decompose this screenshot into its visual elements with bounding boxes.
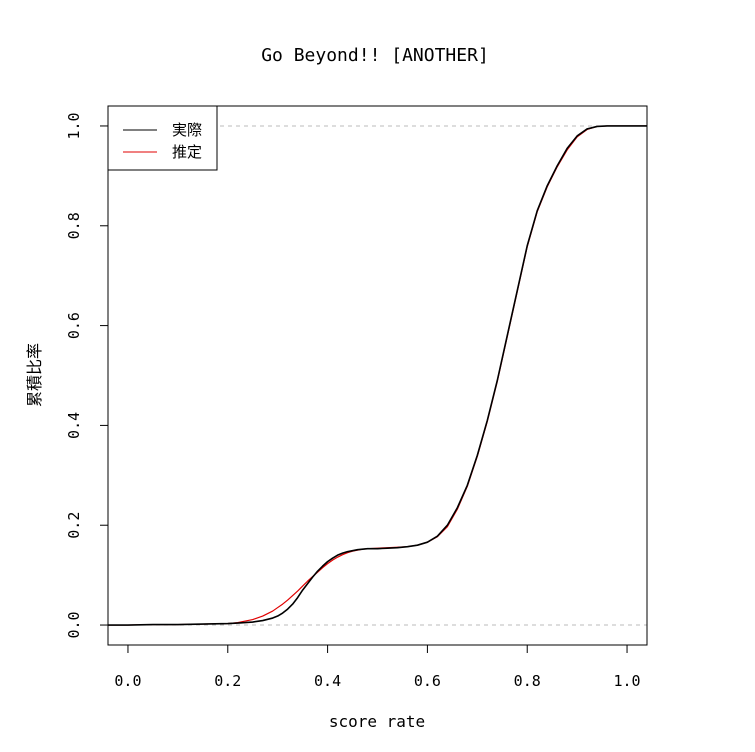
x-tick-label: 0.6 — [414, 672, 441, 690]
y-axis-label: 累積比率 — [25, 343, 44, 407]
x-tick-label: 0.8 — [514, 672, 541, 690]
plot-frame — [107, 105, 648, 646]
legend-label-estimate: 推定 — [172, 143, 202, 161]
x-axis-label: score rate — [329, 712, 425, 731]
x-tick-label: 1.0 — [613, 672, 640, 690]
series-lines — [108, 125, 647, 626]
series-line-actual — [108, 125, 647, 626]
y-tick-label: 0.2 — [65, 512, 83, 539]
y-tick-label: 0.4 — [65, 412, 83, 439]
y-tick-label: 1.0 — [65, 112, 83, 139]
y-axis: 0.0 0.2 0.4 0.6 0.8 1.0 — [65, 112, 108, 639]
y-tick-label: 0.0 — [65, 611, 83, 638]
series-line-estimate — [108, 125, 647, 626]
reference-lines — [108, 125, 647, 626]
x-tick-label: 0.4 — [314, 672, 341, 690]
y-tick-label: 0.8 — [65, 212, 83, 239]
legend: 実際 推定 — [107, 105, 218, 171]
chart-title: Go Beyond!! [ANOTHER] — [261, 45, 489, 66]
legend-label-actual: 実際 — [172, 121, 202, 139]
x-tick-label: 0.2 — [214, 672, 241, 690]
legend-box — [107, 105, 218, 171]
y-tick-label: 0.6 — [65, 312, 83, 339]
x-tick-label: 0.0 — [114, 672, 141, 690]
x-axis: 0.0 0.2 0.4 0.6 0.8 1.0 — [114, 645, 641, 690]
